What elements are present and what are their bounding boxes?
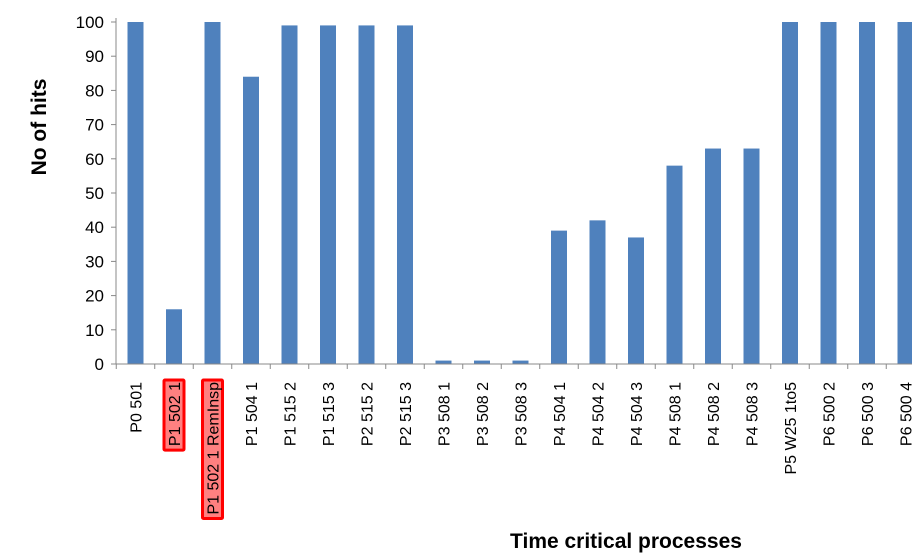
bar	[898, 22, 912, 364]
x-tick-label: P3 508 1	[437, 382, 454, 446]
x-axis: P0 501 P1 502 1 P1 502 1 RemInsp P1 504 1 P1…	[116, 364, 912, 519]
x-tick-label: P2 515 3	[398, 382, 415, 446]
y-tick-label: 50	[85, 184, 104, 203]
bar	[397, 25, 413, 364]
y-tick-label: 90	[85, 47, 104, 66]
x-axis-label: Time critical processes	[510, 530, 742, 553]
x-tick-label: P4 504 2	[591, 382, 608, 446]
y-tick-label: 70	[85, 116, 104, 135]
x-tick-label: P5 W25 1to5	[783, 382, 800, 475]
x-tick-label: P3 508 2	[475, 382, 492, 446]
x-tick-label-highlighted: P1 502 1	[167, 382, 184, 446]
bar	[590, 220, 606, 364]
x-tick-label: P4 508 1	[668, 382, 685, 446]
bar	[744, 149, 760, 364]
bar	[821, 22, 837, 364]
bar	[667, 166, 683, 364]
bar	[282, 25, 298, 364]
x-tick-label: P0 501	[129, 382, 146, 433]
x-tick-label: P4 508 2	[706, 382, 723, 446]
y-tick-label: 10	[85, 321, 104, 340]
bar	[628, 237, 644, 364]
bars	[128, 22, 912, 364]
x-tick-label-highlighted: P1 502 1 RemInsp	[206, 382, 223, 515]
x-tick-label: P6 500 3	[860, 382, 877, 446]
y-tick-label: 80	[85, 81, 104, 100]
x-tick-label: P1 515 3	[321, 382, 338, 446]
y-tick-label: 60	[85, 150, 104, 169]
y-tick-label: 30	[85, 252, 104, 271]
x-tick-label: P4 504 3	[629, 382, 646, 446]
y-tick-label: 20	[85, 287, 104, 306]
bar	[513, 361, 529, 364]
bar	[705, 149, 721, 364]
bar	[859, 22, 875, 364]
x-tick-label: P4 508 3	[745, 382, 762, 446]
bar	[782, 22, 798, 364]
bar	[128, 22, 144, 364]
y-axis-label: No of hits	[28, 79, 51, 176]
bar	[551, 231, 567, 364]
bar	[205, 22, 221, 364]
y-axis: 0 10 20 30 40 50 60 70 80 90 100	[76, 13, 116, 374]
x-tick-label: P2 515 2	[360, 382, 377, 446]
x-tick-label: P3 508 3	[514, 382, 531, 446]
x-tick-label: P1 504 1	[244, 382, 261, 446]
x-tick-label: P1 515 2	[283, 382, 300, 446]
y-tick-label: 40	[85, 218, 104, 237]
x-tick-label: P6 500 4	[899, 382, 912, 446]
bar	[320, 25, 336, 364]
y-tick-label: 0	[95, 355, 104, 374]
bar	[243, 77, 259, 364]
x-tick-label: P6 500 2	[822, 382, 839, 446]
y-tick-label: 100	[76, 13, 104, 32]
bar	[474, 361, 490, 364]
x-tick-label: P4 504 1	[552, 382, 569, 446]
bar	[436, 361, 452, 364]
bar	[359, 25, 375, 364]
bar	[166, 309, 182, 364]
